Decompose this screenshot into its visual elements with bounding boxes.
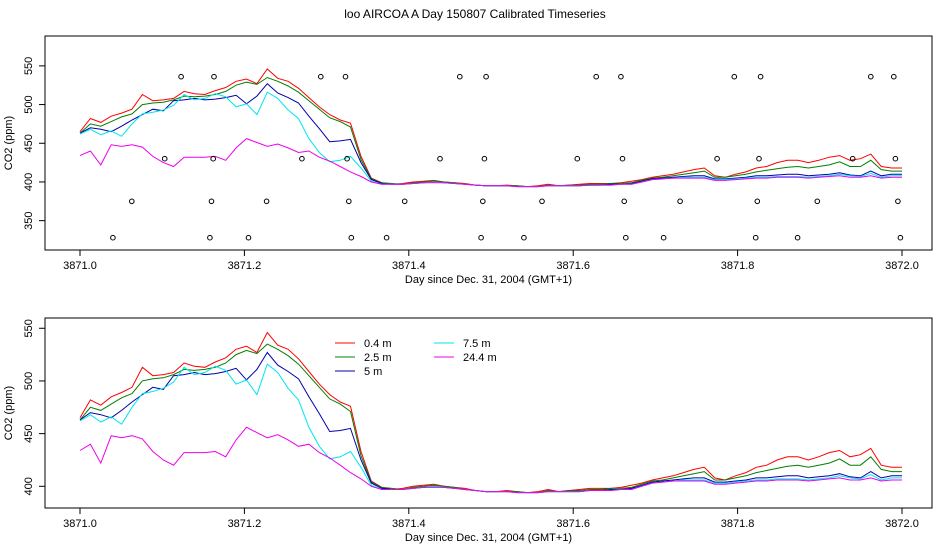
marker-point [401,198,408,205]
series-line-24-4-m [79,426,902,494]
marker-point [593,73,600,80]
marker-point [892,155,899,162]
plot-frame [44,35,933,251]
marker-point [383,234,390,241]
x-tick-label: 3872.0 [885,518,919,530]
marker-point [618,73,624,80]
series-group [79,68,902,188]
marker-point [868,73,874,80]
marker-point [756,155,762,162]
y-tick-label: 500 [23,95,35,113]
marker-point [621,198,628,205]
y-axis-label: CO2 (ppm) [3,116,15,170]
x-tick-label: 3871.8 [721,260,755,272]
marker-point [299,155,305,162]
marker-point [208,198,215,205]
marker-point [263,198,270,205]
y-tick-label: 350 [23,211,35,229]
marker-point [714,155,720,162]
series-line-7-5-m [79,91,902,188]
marker-point [211,73,217,80]
legend-label: 24.4 m [463,352,497,364]
series-line-24-4-m [79,138,902,188]
marker-point [481,155,488,162]
x-tick-label: 3871.2 [228,518,262,530]
x-tick-label: 3871.6 [556,260,590,272]
marker-point [895,198,901,205]
marker-point [677,198,683,205]
legend-label: 7.5 m [463,338,491,350]
marker-point [752,234,759,241]
marker-point [619,155,626,162]
x-tick-label: 3871.2 [228,260,262,272]
legend-label: 2.5 m [364,352,392,364]
marker-point [574,155,581,162]
marker-point [210,155,216,162]
series-line-7-5-m [79,363,902,494]
top-panel: 3871.0 3871.2 3871.4 3871.6 3871.8 3872.0 350 4… [3,35,933,286]
marker-point [897,234,904,241]
marker-point [660,234,667,241]
series-group [79,331,902,494]
marker-point [457,73,463,80]
marker-point [814,198,821,205]
x-tick-label: 3871.4 [392,260,426,272]
marker-point [731,73,738,80]
x-tick-label: 3871.0 [63,260,97,272]
y-tick-label: 450 [23,134,35,152]
marker-point [754,198,761,205]
x-tick-label: 3871.6 [556,518,590,530]
marker-point [110,234,116,241]
marker-point [480,198,486,205]
marker-point [623,234,629,241]
y-tick-label: 500 [23,372,35,390]
y-tick-label: 400 [23,173,35,191]
legend-label: 5 m [364,366,382,378]
marker-point [129,198,135,205]
marker-point [849,155,856,162]
marker-point [245,234,252,241]
page-title: loo AIRCOA A Day 150807 Calibrated Times… [344,7,606,21]
marker-point [478,234,484,241]
marker-point [757,73,764,80]
y-axis-label: CO2 (ppm) [3,386,15,440]
marker-point [348,234,355,241]
y-tick-label: 550 [23,319,35,337]
x-tick-label: 3872.0 [885,260,919,272]
x-tick-label: 3871.4 [392,518,426,530]
marker-point [891,73,897,80]
marker-point [539,198,545,205]
marker-point [344,155,350,162]
x-axis-label: Day since Dec. 31, 2004 (GMT+1) [405,274,572,286]
marker-point [346,198,352,205]
y-tick-label: 550 [23,57,35,75]
bottom-panel: 3871.0 3871.2 3871.4 3871.6 3871.8 3872.0 400 4… [3,317,933,544]
marker-point [342,73,349,80]
plot-frame [44,317,933,509]
series-line-2-5-m [79,76,902,188]
series-line-5-m [79,351,902,494]
y-tick-label: 450 [23,424,35,442]
x-tick-label: 3871.0 [63,518,97,530]
marker-point [178,73,184,80]
marker-point [483,73,489,80]
marker-point [207,234,213,241]
legend-label: 0.4 m [364,338,392,350]
marker-point [318,73,324,80]
x-axis-label: Day since Dec. 31, 2004 (GMT+1) [405,532,572,544]
marker-point [161,155,168,162]
legend: 0.4 m 2.5 m 5 m 7.5 m 24.4 m [335,338,497,378]
series-line-5-m [79,82,902,188]
series-line-2-5-m [79,343,902,494]
x-tick-label: 3871.8 [721,518,755,530]
y-tick-label: 400 [23,477,35,495]
marker-point [794,234,801,241]
marker-point [437,155,443,162]
marker-point [521,234,527,241]
